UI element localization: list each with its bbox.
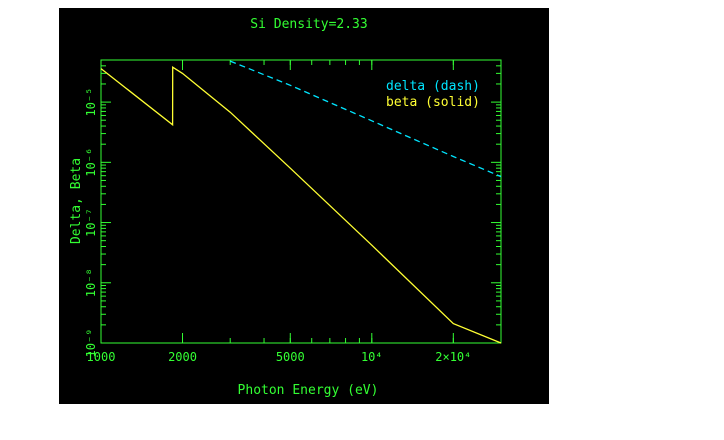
- x-tick-label: 10⁴: [361, 350, 383, 364]
- y-tick-label: 10⁻⁵: [84, 88, 98, 117]
- plot-frame: [100, 59, 502, 344]
- tick-marks: [100, 59, 502, 344]
- plot-panel: Si Density=2.33 1000 2000 5000 10⁴ 2×10⁴ 10⁻⁹…: [59, 8, 549, 404]
- x-tick-label: 2000: [168, 350, 197, 364]
- x-axis-label: Photon Energy (eV): [238, 383, 379, 398]
- series-line-delta: [229, 60, 502, 178]
- legend: delta (dash)beta (solid): [386, 79, 480, 110]
- x-tick-label: 2×10⁴: [435, 350, 471, 364]
- chart: Si Density=2.33 1000 2000 5000 10⁴ 2×10⁴ 10⁻⁹…: [69, 17, 502, 398]
- y-axis-label: Delta, Beta: [69, 158, 84, 244]
- series-layer: [100, 60, 502, 344]
- legend-entry: delta (dash): [386, 79, 480, 94]
- y-tick-label: 10⁻⁷: [84, 208, 98, 237]
- x-tick-label: 5000: [276, 350, 305, 364]
- y-tick-label: 10⁻⁸: [84, 268, 98, 297]
- tick-labels: 1000 2000 5000 10⁴ 2×10⁴ 10⁻⁹ 10⁻⁸ 10⁻⁷ 10⁻⁶ 10⁻⁵: [84, 88, 471, 364]
- y-tick-label: 10⁻⁶: [84, 148, 98, 177]
- y-tick-label: 10⁻⁹: [84, 329, 98, 358]
- legend-entry: beta (solid): [386, 95, 480, 110]
- x-tick-label: 1000: [87, 350, 116, 364]
- series-line-beta: [100, 66, 502, 344]
- chart-title: Si Density=2.33: [250, 17, 367, 32]
